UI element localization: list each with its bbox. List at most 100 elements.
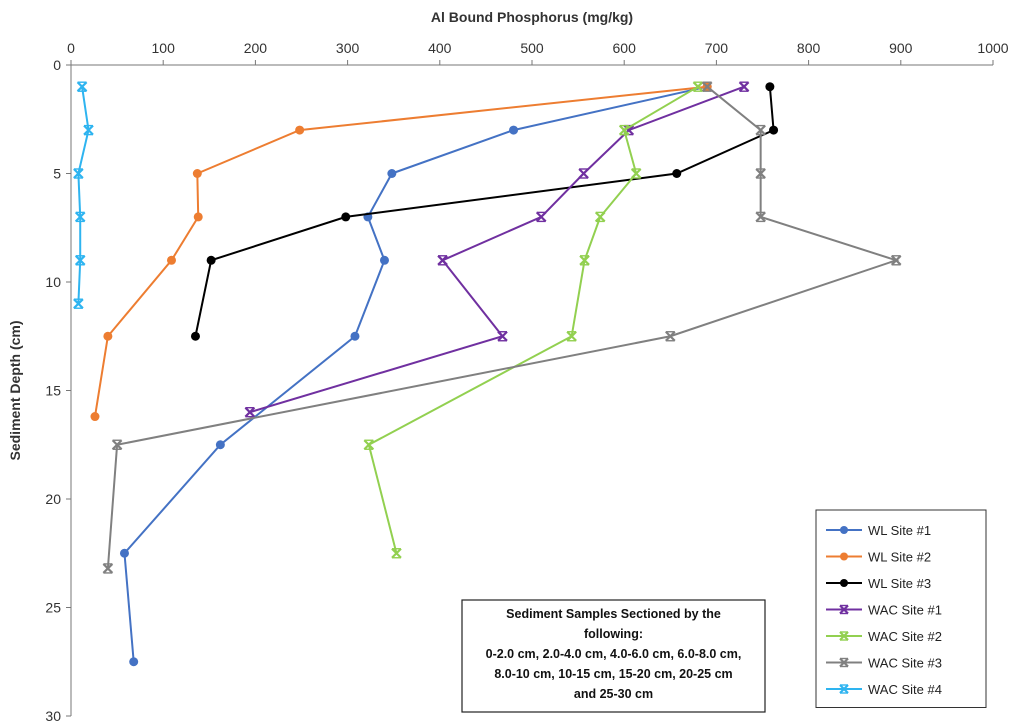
data-point (840, 552, 848, 561)
data-point (665, 330, 676, 342)
data-point-stroke (74, 255, 86, 266)
data-point-stroke (244, 406, 256, 418)
data-point-stroke (692, 81, 704, 92)
data-point-stroke (630, 168, 642, 179)
data-point (363, 439, 375, 451)
data-point-stroke (755, 124, 766, 136)
x-tick-label: 300 (336, 40, 360, 56)
data-point (578, 168, 589, 179)
legend-item: WAC Site #4 (826, 682, 942, 697)
data-point (74, 255, 86, 266)
data-point (738, 81, 750, 92)
data-point-stroke (437, 255, 448, 266)
series (119, 82, 712, 667)
data-point (535, 211, 547, 223)
data-point (76, 81, 88, 92)
data-point (839, 631, 849, 641)
plot-area (73, 81, 902, 667)
data-point (192, 169, 202, 178)
data-point (119, 548, 129, 558)
legend-label: WL Site #2 (868, 550, 931, 565)
data-point-stroke (363, 439, 375, 451)
annotation-line: following: (584, 627, 643, 641)
data-point-stroke (839, 684, 849, 694)
series-line (367, 85, 699, 554)
data-point (890, 255, 902, 266)
data-point-stroke (497, 330, 508, 342)
series (244, 81, 750, 418)
y-tick-label: 10 (45, 274, 61, 290)
data-point (379, 255, 389, 265)
data-point (630, 168, 642, 179)
data-point-stroke (890, 255, 902, 266)
data-point-stroke (701, 81, 713, 92)
data-point-stroke (391, 547, 402, 559)
y-axis-title: Sediment Depth (cm) (7, 320, 23, 460)
data-point (509, 125, 519, 135)
data-point (206, 255, 216, 265)
x-tick-label: 900 (889, 40, 913, 56)
data-point-stroke (579, 255, 590, 266)
legend-label: WL Site #1 (868, 523, 931, 538)
series-line (77, 86, 90, 304)
legend-item: WL Site #3 (826, 576, 931, 591)
data-point (579, 255, 590, 266)
x-tick-label: 100 (152, 40, 176, 56)
data-point-stroke (102, 563, 114, 574)
x-tick-group: 0 100 200 300 400 500 600 700 800 900 1000 (67, 40, 1009, 65)
legend-label: WAC Site #2 (868, 629, 942, 644)
data-point-stroke (738, 81, 750, 92)
data-point-stroke (755, 168, 766, 179)
data-point (839, 657, 849, 668)
series-line (106, 85, 900, 569)
data-point-stroke (566, 330, 577, 342)
data-point (391, 547, 402, 559)
annotation-line: and 25-30 cm (574, 687, 653, 701)
series (190, 82, 779, 341)
series (363, 81, 704, 559)
data-point (839, 604, 849, 615)
legend-item: WL Site #1 (826, 523, 931, 538)
data-point (387, 169, 397, 178)
data-point (90, 412, 100, 422)
data-point (73, 168, 84, 179)
data-point (497, 330, 508, 342)
legend: WL Site #1 WL Site #2 WL Site #3 WAC Site #… (815, 509, 987, 708)
data-point (839, 684, 849, 694)
data-point-stroke (535, 211, 547, 223)
data-point (755, 211, 766, 223)
legend-item: WAC Site #3 (826, 656, 942, 671)
x-tick-label: 200 (244, 40, 268, 56)
data-point (102, 563, 114, 574)
data-point (437, 255, 448, 266)
series (102, 81, 902, 574)
y-tick-label: 15 (45, 383, 61, 399)
legend-item: WL Site #2 (826, 550, 931, 565)
data-point-stroke (73, 168, 84, 179)
data-point (350, 331, 360, 341)
x-tick-label: 500 (520, 40, 544, 56)
y-tick-group: 0 5 10 15 20 25 30 (45, 57, 71, 724)
legend-item: WAC Site #1 (826, 603, 942, 618)
data-point (166, 255, 176, 265)
data-point-stroke (73, 298, 84, 309)
data-point (755, 124, 766, 136)
data-point (83, 124, 94, 136)
data-point (769, 125, 779, 135)
data-point-stroke (111, 439, 123, 451)
data-point-stroke (76, 81, 88, 92)
data-point (193, 212, 203, 222)
data-point (755, 168, 766, 179)
data-point-stroke (594, 211, 606, 223)
data-point (341, 212, 351, 222)
data-point-stroke (665, 330, 676, 342)
series (90, 82, 712, 422)
data-point (618, 124, 630, 136)
y-tick-label: 30 (45, 708, 61, 724)
legend-label: WAC Site #3 (868, 656, 942, 671)
data-point-stroke (74, 211, 86, 223)
x-tick-label: 0 (67, 40, 75, 56)
x-tick-label: 600 (613, 40, 637, 56)
data-point (566, 330, 577, 342)
